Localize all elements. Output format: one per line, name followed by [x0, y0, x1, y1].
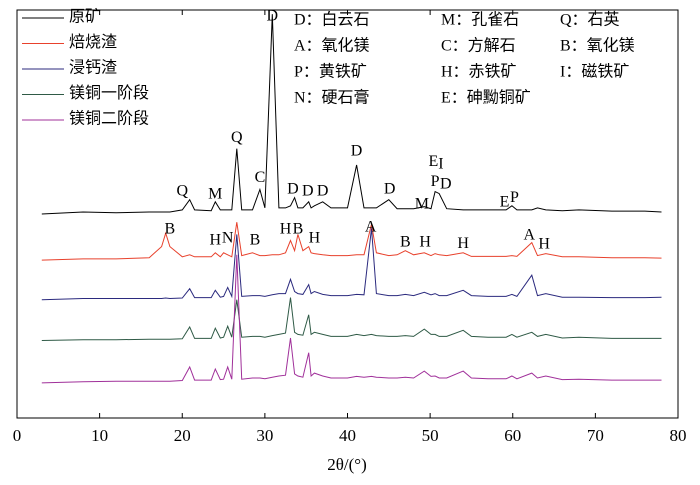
peak-label: B [165, 221, 176, 238]
x-axis-label: 2θ/(°) [327, 455, 367, 474]
phase-key-entry: C：方解石 [441, 37, 516, 55]
peak-label: D [351, 143, 363, 160]
xrd-pattern [41, 14, 662, 215]
xrd-pattern [41, 254, 662, 384]
phase-key-entry: N：硬石膏 [294, 88, 370, 107]
peak-label: H [210, 232, 222, 249]
legend-label: 焙烧渣 [69, 33, 117, 51]
peak-label: M [208, 185, 222, 202]
xrd-pattern [41, 297, 662, 341]
x-tick-label: 10 [91, 426, 108, 445]
peak-label: D [267, 8, 279, 25]
phase-key-entry: M：孔雀石 [441, 11, 519, 29]
phase-key-entry: P：黄铁矿 [294, 63, 367, 81]
peak-label: A [365, 219, 377, 236]
peak-label: H [457, 235, 469, 252]
peak-label: M [415, 196, 429, 213]
peak-label: H [280, 221, 292, 238]
phase-key-entry: I：磁铁矿 [560, 63, 629, 81]
peak-label: H [309, 230, 321, 247]
peak-label: D [287, 181, 299, 198]
peak-label: P [510, 189, 519, 206]
peak-label: D [440, 176, 452, 193]
phase-key-entry: A：氧化镁 [294, 37, 370, 55]
phase-key-entry: B：氧化镁 [560, 37, 635, 55]
peak-label: E [429, 153, 439, 170]
peak-label: Q [176, 183, 188, 200]
peak-label: N [222, 230, 234, 247]
xrd-pattern [41, 228, 662, 301]
x-tick-label: 30 [256, 426, 273, 445]
legend-label: 浸钙渣 [69, 59, 117, 77]
peak-label: Q [231, 129, 243, 146]
phase-key-entry: Q：石英 [560, 11, 620, 29]
peak-label: P [431, 173, 440, 190]
legend-label: 镁铜一阶段 [69, 84, 149, 102]
peak-label: D [302, 183, 314, 200]
x-tick-label: 60 [504, 426, 521, 445]
peak-label: H [419, 234, 431, 251]
x-tick-label: 40 [339, 426, 356, 445]
xrd-pattern [41, 222, 662, 261]
peak-label: B [400, 234, 411, 251]
peak-label: I [438, 156, 443, 173]
peak-label: A [523, 227, 535, 244]
peak-label: D [317, 183, 329, 200]
peak-label: H [538, 236, 550, 253]
phase-key-entry: E：砷黝铜矿 [441, 89, 531, 107]
peak-label: B [250, 232, 261, 249]
peak-label: D [384, 181, 396, 198]
peak-label: C [255, 169, 266, 186]
legend-label: 原矿 [69, 8, 101, 26]
peak-label: E [500, 194, 510, 211]
phase-key-entry: H：赤铁矿 [441, 63, 517, 81]
x-tick-label: 0 [13, 426, 22, 445]
peak-label: B [293, 221, 304, 238]
x-tick-label: 80 [670, 426, 687, 445]
x-tick-label: 20 [174, 426, 191, 445]
x-tick-label: 50 [422, 426, 439, 445]
x-tick-label: 70 [587, 426, 604, 445]
phase-key-entry: D：白云石 [294, 11, 370, 29]
legend-label: 镁铜二阶段 [69, 110, 149, 128]
